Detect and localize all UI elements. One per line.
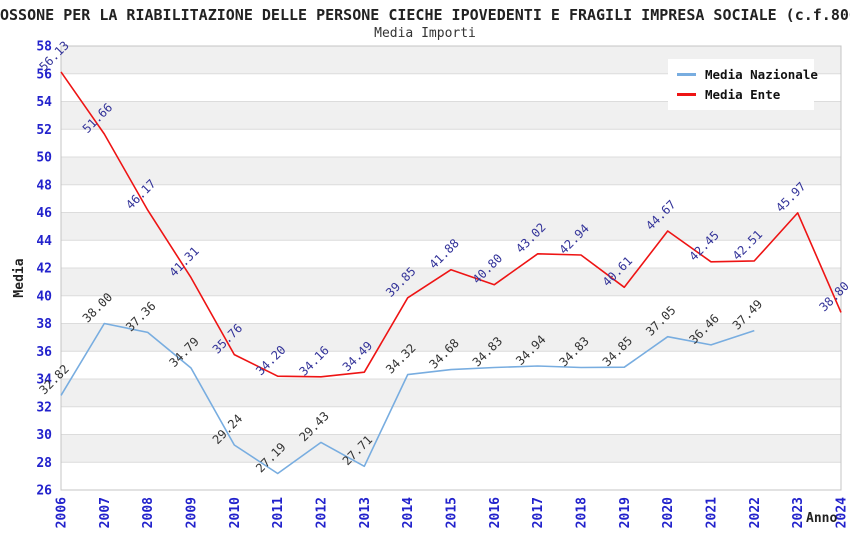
y-tick-label: 54 bbox=[36, 95, 52, 110]
grid-band bbox=[61, 323, 841, 352]
y-tick-label: 36 bbox=[36, 345, 52, 360]
y-tick-label: 58 bbox=[36, 40, 52, 55]
legend-label-nazionale: Media Nazionale bbox=[705, 66, 818, 82]
x-tick-label: 2014 bbox=[401, 497, 416, 528]
x-tick-label: 2023 bbox=[791, 497, 806, 528]
y-tick-label: 38 bbox=[36, 317, 52, 332]
chart-subtitle: Media Importi bbox=[374, 26, 476, 41]
legend-line-swatch-ente bbox=[677, 92, 696, 96]
y-tick-label: 34 bbox=[36, 373, 52, 388]
y-tick-label: 48 bbox=[36, 178, 52, 193]
y-tick-label: 28 bbox=[36, 456, 52, 471]
y-tick-label: 52 bbox=[36, 123, 52, 138]
y-tick-label: 42 bbox=[36, 262, 52, 277]
y-tick-label: 30 bbox=[36, 428, 52, 443]
y-tick-label: 46 bbox=[36, 206, 52, 221]
grid-band bbox=[61, 129, 841, 157]
plot-border bbox=[60, 45, 842, 491]
grid-band bbox=[61, 268, 841, 296]
x-tick-label: 2018 bbox=[575, 497, 590, 528]
x-tick-label: 2020 bbox=[661, 497, 676, 528]
grid-band bbox=[61, 157, 841, 185]
x-tick-label: 2007 bbox=[98, 497, 113, 528]
legend-line-swatch-nazionale bbox=[677, 72, 696, 76]
y-tick-label: 26 bbox=[36, 484, 52, 499]
legend-item-media-nazionale: Media Nazionale bbox=[674, 64, 818, 84]
x-tick-label: 2008 bbox=[141, 497, 156, 528]
x-tick-label: 2012 bbox=[315, 497, 330, 528]
legend-label-ente: Media Ente bbox=[705, 86, 781, 102]
x-tick-label: 2022 bbox=[748, 497, 763, 528]
x-tick-label: 2010 bbox=[228, 497, 243, 528]
y-tick-label: 40 bbox=[36, 289, 52, 304]
grid-band bbox=[61, 295, 841, 324]
legend-item-media-ente: Media Ente bbox=[674, 84, 808, 104]
x-tick-label: 2009 bbox=[185, 497, 200, 528]
y-tick-label: 32 bbox=[36, 400, 52, 415]
grid-band bbox=[61, 406, 841, 435]
series-line-media-ente bbox=[60, 71, 842, 378]
x-tick-label: 2017 bbox=[531, 497, 546, 528]
x-tick-label: 2021 bbox=[705, 497, 720, 528]
y-tick-label: 50 bbox=[36, 151, 52, 166]
legend: Media Nazionale Media Ente bbox=[668, 59, 818, 110]
grid-band bbox=[61, 462, 841, 490]
page-title: OSSONE PER LA RIABILITAZIONE DELLE PERSO… bbox=[0, 6, 850, 24]
x-tick-label: 2024 bbox=[835, 497, 850, 528]
x-tick-label: 2006 bbox=[55, 497, 70, 528]
grid-band bbox=[61, 351, 841, 379]
y-tick-label: 44 bbox=[36, 234, 52, 249]
grid-band bbox=[61, 240, 841, 268]
y-tick-label: 56 bbox=[36, 67, 52, 82]
x-axis-title: Anno bbox=[806, 511, 838, 526]
grid-band bbox=[61, 212, 841, 241]
x-tick-label: 2019 bbox=[618, 497, 633, 528]
x-tick-label: 2013 bbox=[358, 497, 373, 528]
series-line-media-nazionale bbox=[60, 322, 755, 475]
grid-band bbox=[61, 434, 841, 463]
grid-band bbox=[61, 379, 841, 407]
x-tick-label: 2015 bbox=[445, 497, 460, 528]
x-tick-label: 2016 bbox=[488, 497, 503, 528]
x-tick-label: 2011 bbox=[271, 497, 286, 528]
grid-band bbox=[61, 184, 841, 213]
